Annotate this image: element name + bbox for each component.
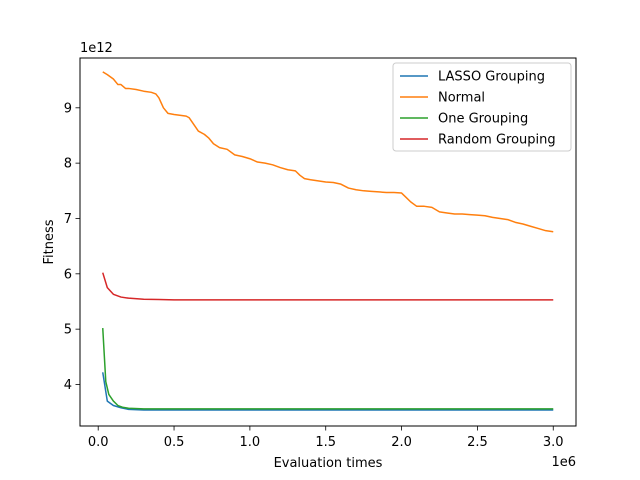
y-axis-label: Fitness: [42, 219, 57, 264]
legend-box: [392, 62, 572, 152]
x-axis: 0.0 0.5 1.0 1.5 2.0 2.5 3.0: [88, 426, 564, 450]
plot-frame: [79, 57, 577, 427]
x-tick-label: 1.0: [240, 435, 261, 450]
x-axis-label: Evaluation times: [274, 456, 383, 471]
y-axis-offset-label: 1e12: [80, 41, 113, 56]
series-line-lasso-grouping: [102, 372, 554, 411]
y-tick-label: 9: [64, 101, 72, 116]
legend-label-normal: Normal: [438, 91, 485, 106]
x-tick-label: 2.0: [391, 435, 412, 450]
series-line-one-grouping: [102, 328, 554, 410]
series-line-normal: [102, 71, 554, 233]
x-axis-offset-label: 1e6: [551, 455, 576, 470]
series-line-random-grouping: [102, 272, 554, 301]
legend-label-random-grouping: Random Grouping: [438, 133, 556, 148]
y-tick-label: 8: [64, 157, 72, 172]
x-tick-label: 0.5: [164, 435, 185, 450]
legend-label-one-grouping: One Grouping: [438, 112, 528, 127]
series-layer: [102, 71, 554, 411]
x-tick-label: 2.5: [467, 435, 488, 450]
legend-label-lasso-grouping: LASSO Grouping: [438, 70, 545, 85]
x-tick-label: 0.0: [88, 435, 109, 450]
y-tick-label: 6: [64, 267, 72, 282]
y-axis: 4 5 6 7 8 9: [64, 101, 80, 393]
y-tick-label: 4: [64, 378, 72, 393]
x-tick-label: 1.5: [315, 435, 336, 450]
legend: LASSO Grouping Normal One Grouping Random G…: [392, 62, 572, 152]
x-tick-label: 3.0: [543, 435, 564, 450]
y-tick-label: 5: [64, 323, 72, 338]
y-tick-label: 7: [64, 212, 72, 227]
